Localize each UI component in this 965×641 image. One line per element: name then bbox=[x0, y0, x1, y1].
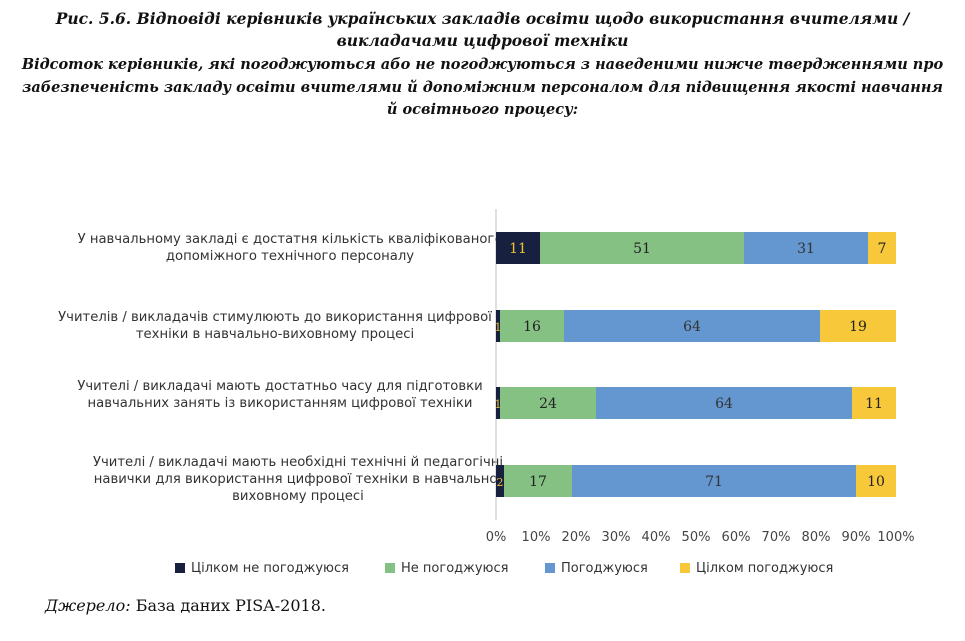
category-label-2: Учителів / викладачів стимулюють до вико… bbox=[58, 310, 492, 342]
bar-segment bbox=[564, 310, 820, 342]
bar-data-label: 1 bbox=[495, 321, 502, 334]
bar-segment bbox=[868, 232, 896, 264]
x-tick-label: 50% bbox=[682, 530, 711, 545]
legend-item-strongly-disagree: Цілком не погоджуюся bbox=[175, 561, 349, 576]
bar-segment bbox=[500, 310, 564, 342]
stacked-bar-chart: 11 51 31 71 16 64 191 24 64 112 17 71 100% 10% 20% 30% 4… bbox=[486, 209, 915, 545]
legend-swatch-agree bbox=[545, 563, 555, 573]
bar-segment bbox=[572, 465, 856, 497]
legend-swatch-strongly-disagree bbox=[175, 563, 185, 573]
category-label-3: Учителі / викладачі мають достатньо часу… bbox=[77, 379, 483, 411]
bar-data-label: 10 bbox=[867, 474, 885, 490]
bar-data-label: 24 bbox=[539, 396, 557, 412]
bar-segment bbox=[820, 310, 896, 342]
legend-label-agree: Погоджуюся bbox=[561, 561, 648, 576]
bar-data-label: 31 bbox=[797, 241, 815, 257]
source-text: База даних PISA-2018. bbox=[135, 596, 326, 615]
bar-segment bbox=[500, 387, 596, 419]
bar-data-label: 1 bbox=[495, 398, 502, 411]
bar-data-label: 51 bbox=[633, 241, 651, 257]
legend-swatch-strongly-agree bbox=[680, 563, 690, 573]
bar-segment bbox=[496, 465, 504, 497]
legend-item-strongly-agree: Цілком погоджуюся bbox=[680, 561, 833, 576]
bar-segment bbox=[852, 387, 896, 419]
x-tick-label: 0% bbox=[486, 530, 507, 545]
legend-swatch-disagree bbox=[385, 563, 395, 573]
bar-data-label: 11 bbox=[509, 241, 527, 257]
figure-title: Рис. 5.6. Відповіді керівників українськ… bbox=[55, 9, 910, 50]
category-label-1: У навчальному закладі є достатня кількіс… bbox=[77, 232, 503, 264]
bar-data-label: 71 bbox=[705, 474, 723, 490]
bar-segment bbox=[496, 232, 540, 264]
x-tick-label: 70% bbox=[762, 530, 791, 545]
bar-data-label: 7 bbox=[878, 241, 887, 257]
bar-data-label: 2 bbox=[497, 476, 504, 489]
x-tick-label: 100% bbox=[877, 530, 914, 545]
bar-segment bbox=[496, 387, 500, 419]
bar-segment bbox=[744, 232, 868, 264]
category-label-4: Учителі / викладачі мають необхідні техн… bbox=[92, 455, 504, 504]
x-tick-label: 80% bbox=[802, 530, 831, 545]
x-tick-label: 30% bbox=[602, 530, 631, 545]
source-label: Джерело: bbox=[45, 596, 131, 615]
x-tick-label: 10% bbox=[522, 530, 551, 545]
bar-segment bbox=[504, 465, 572, 497]
bar-segment bbox=[596, 387, 852, 419]
bar-segment bbox=[856, 465, 896, 497]
figure-subtitle: Відсоток керівників, які погоджуються аб… bbox=[21, 56, 944, 118]
legend-item-agree: Погоджуюся bbox=[545, 561, 648, 576]
bar-data-label: 64 bbox=[715, 396, 733, 412]
legend-label-disagree: Не погоджуюся bbox=[401, 561, 509, 576]
x-tick-label: 60% bbox=[722, 530, 751, 545]
bar-data-label: 17 bbox=[529, 474, 547, 490]
legend-item-disagree: Не погоджуюся bbox=[385, 561, 508, 576]
bar-data-label: 11 bbox=[865, 396, 883, 412]
legend-label-strongly-agree: Цілком погоджуюся bbox=[696, 561, 834, 576]
bar-data-label: 16 bbox=[523, 319, 541, 335]
x-tick-label: 40% bbox=[642, 530, 671, 545]
bar-data-label: 19 bbox=[849, 319, 867, 335]
source-note: Джерело: База даних PISA-2018. bbox=[45, 596, 326, 615]
x-tick-label: 20% bbox=[562, 530, 591, 545]
bar-data-label: 64 bbox=[683, 319, 701, 335]
legend-label-strongly-disagree: Цілком не погоджуюся bbox=[191, 561, 349, 576]
bar-segment bbox=[496, 310, 500, 342]
bar-segment bbox=[540, 232, 744, 264]
x-tick-label: 90% bbox=[842, 530, 871, 545]
